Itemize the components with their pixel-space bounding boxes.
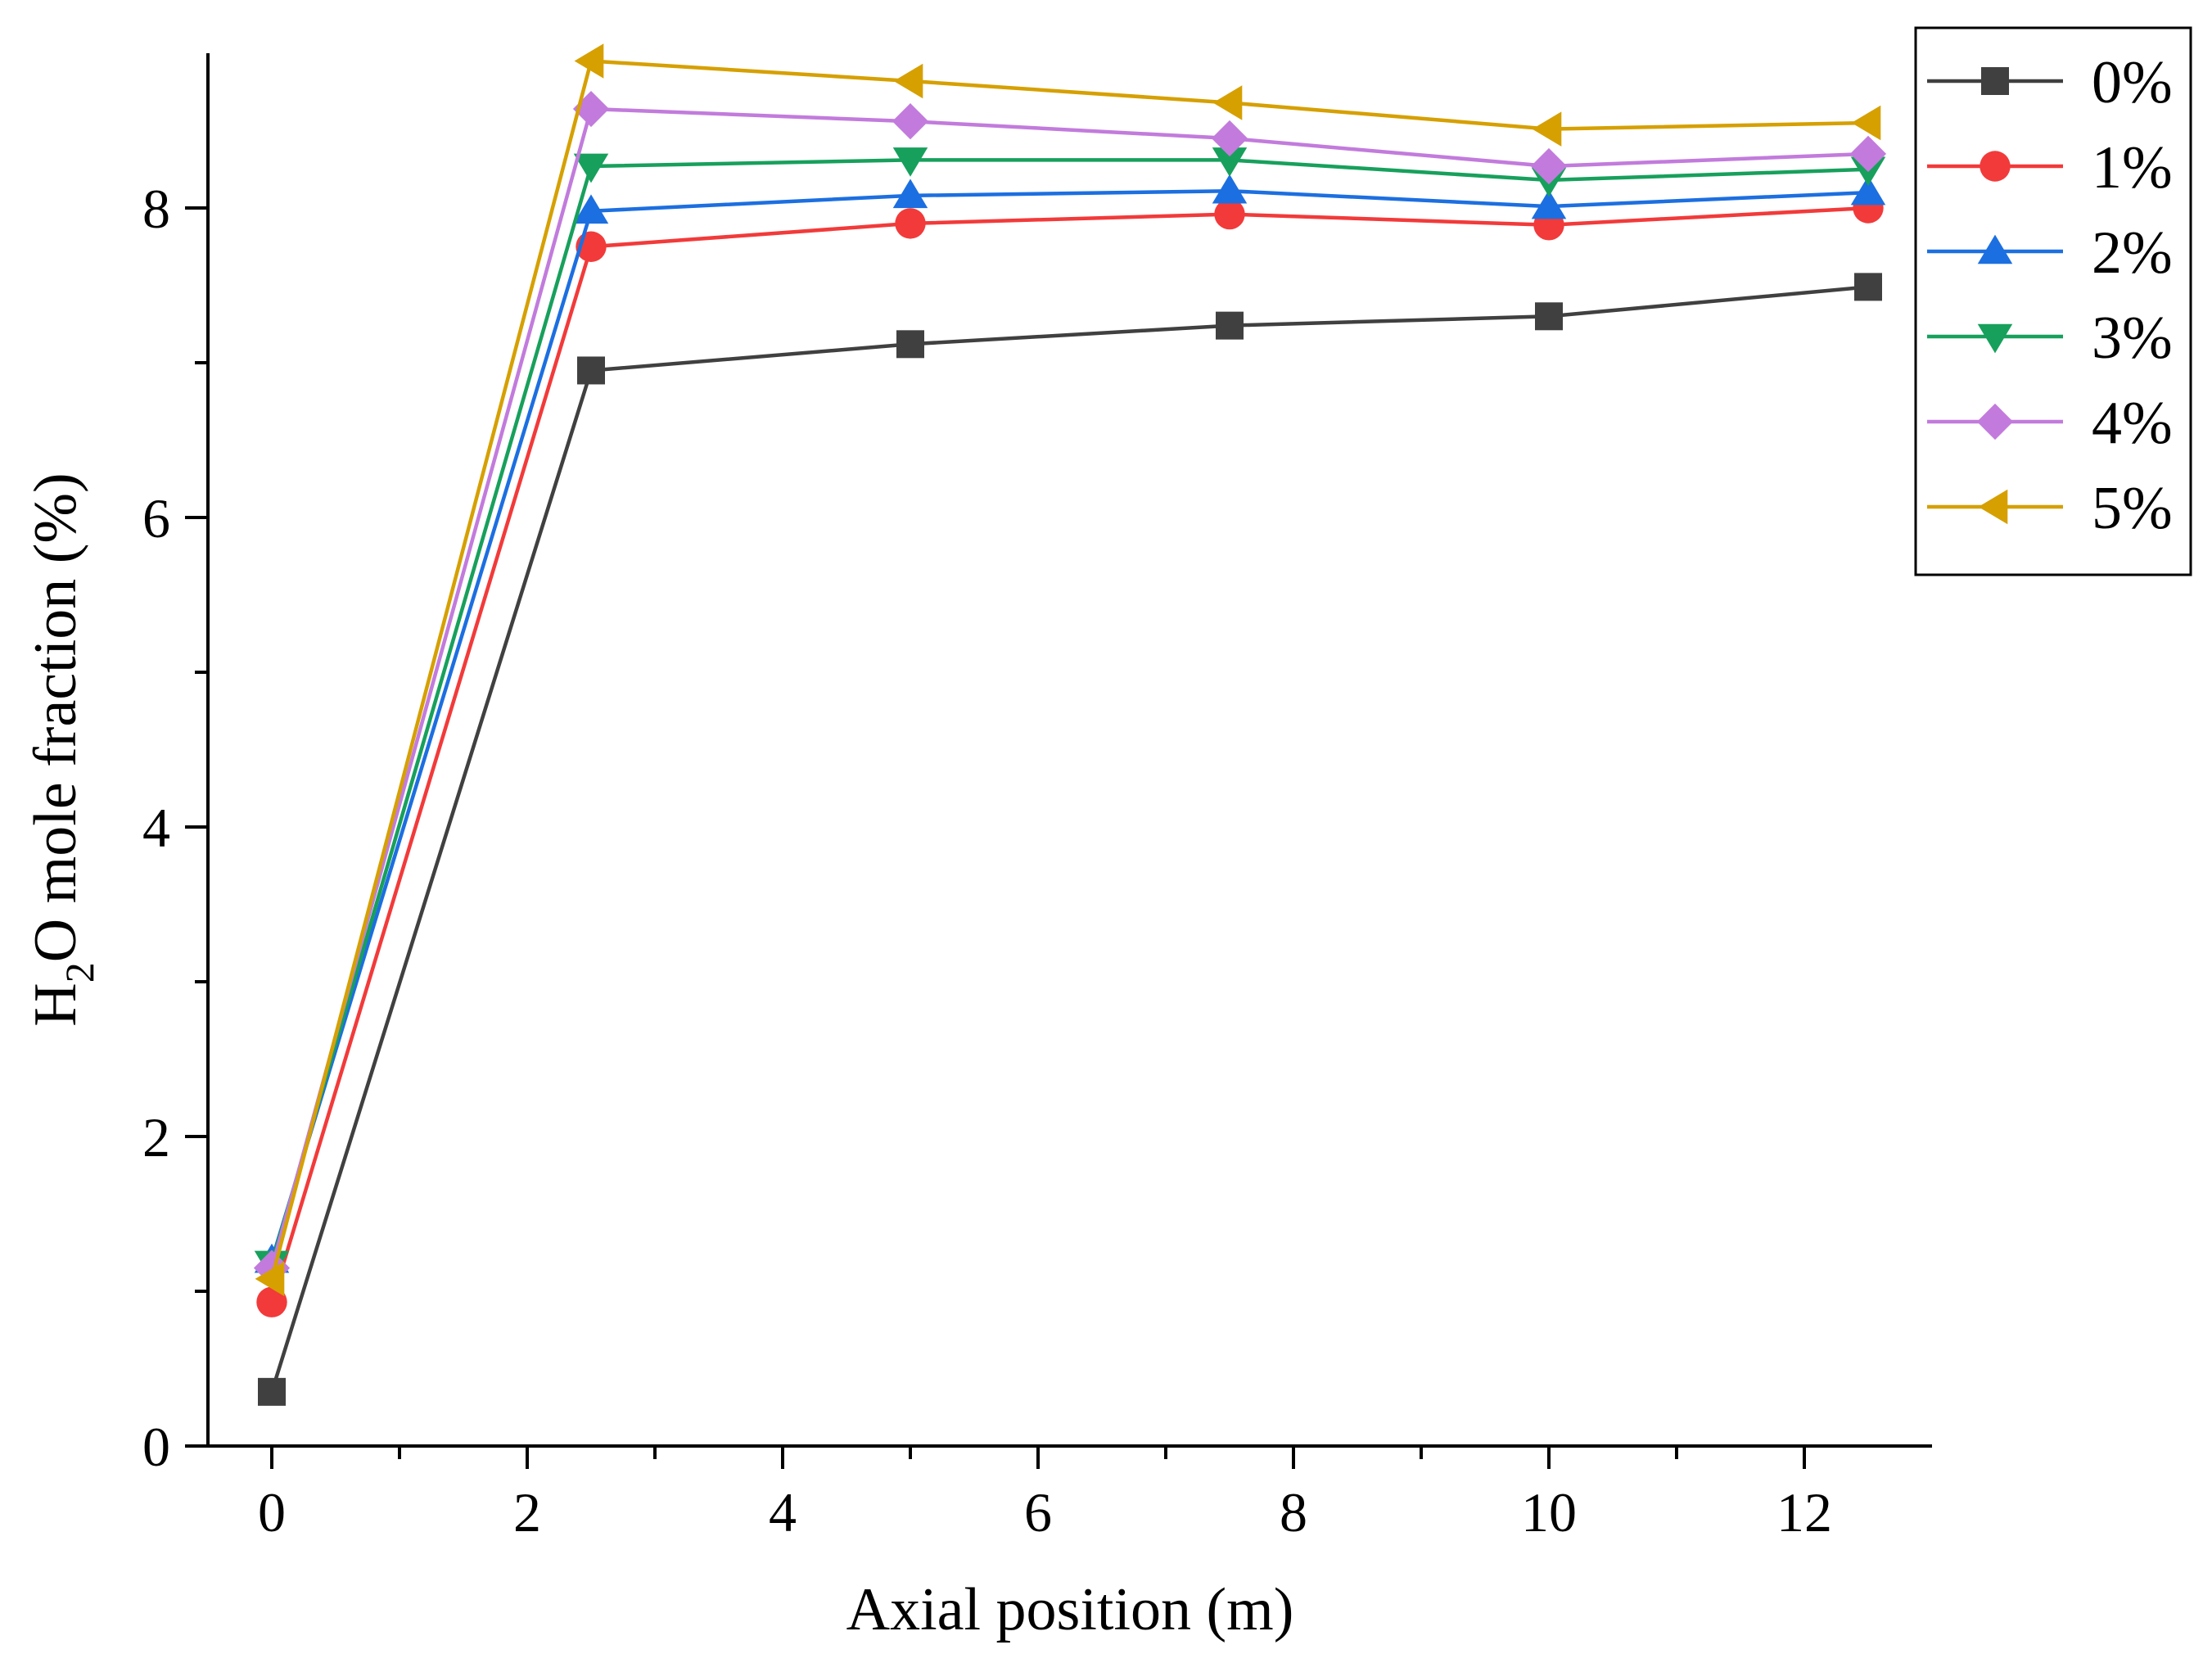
legend-marker [1977,234,2013,264]
data-point [574,43,604,79]
legend-label: 1% [2092,134,2173,201]
data-point [895,208,926,239]
x-tick-label: 2 [513,1481,541,1543]
legend-marker [1980,151,2011,182]
y-tick-label: 2 [142,1106,170,1168]
data-point [1851,105,1881,141]
legend-label: 2% [2092,219,2173,287]
legend-label: 0% [2092,49,2173,116]
legend-item: 3% [1927,305,2173,372]
legend-item: 2% [1927,219,2173,287]
series-line [269,158,1869,1264]
series-1 [256,192,1884,1317]
data-point [1212,174,1248,204]
data-point [1535,302,1563,331]
y-axis-title-suffix: O mole fraction (%) [22,472,89,962]
series-2 [254,174,1886,1273]
data-point [255,1261,285,1297]
series-4 [253,90,1887,1286]
data-point [1212,147,1248,177]
series-line [269,106,1869,1269]
legend-marker [1981,67,2009,95]
legend-label: 4% [2092,390,2173,457]
x-tick-label: 0 [258,1481,286,1543]
data-point [1849,135,1887,172]
data-point [577,356,605,385]
data-point [892,103,929,140]
data-point [1532,111,1562,147]
data-point [573,153,609,183]
x-tick-label: 10 [1521,1481,1577,1543]
y-axis-title-prefix: H [22,983,89,1026]
series-line [269,206,1869,1303]
series-0 [258,273,1882,1406]
legend-box [1914,26,2192,576]
x-tick-label: 4 [769,1481,797,1543]
legend-marker [1978,489,2008,525]
data-point [1850,175,1886,206]
data-point [1212,85,1243,120]
y-tick-label: 4 [142,797,170,859]
legend-marker [1976,403,2014,441]
x-axis-title: Axial position (m) [846,1576,1294,1643]
data-point [573,194,609,224]
legend-item: 5% [1927,475,2173,542]
data-point [892,178,928,209]
legend-marker [1977,323,2013,354]
legend: 0% 1% 2% 3% 4% 5% [1914,26,2192,576]
data-point [893,63,923,99]
series-5 [255,43,1881,1297]
series-line [269,59,1869,1280]
x-tick-label: 12 [1776,1481,1832,1543]
data-point [1216,311,1244,340]
data-point [1214,198,1245,230]
legend-item: 4% [1927,390,2173,457]
data-point [1854,273,1882,301]
y-axis-title-text: H2O mole fraction (%) [22,472,102,1026]
data-point [256,1286,287,1317]
series-line [269,285,1869,1393]
legend-label: 5% [2092,475,2173,542]
series-line [269,188,1869,1261]
x-tick-label: 8 [1280,1481,1307,1543]
y-tick-label: 0 [142,1416,170,1478]
x-tick-label: 6 [1024,1481,1052,1543]
data-point [892,147,928,177]
data-point [1211,120,1248,157]
y-axis-title-subscript: 2 [56,962,102,983]
legend-item: 1% [1927,134,2173,201]
y-axis-title: H2O mole fraction (%) [22,472,102,1026]
data-point [1531,189,1567,219]
axes [185,53,1932,1469]
data-point [258,1377,286,1406]
y-tick-label: 6 [142,487,170,549]
legend-label: 3% [2092,305,2173,372]
y-tick-label: 8 [142,178,170,240]
series-3 [254,147,1886,1281]
legend-item: 0% [1927,49,2173,116]
plot-area [253,43,1887,1406]
data-point [1530,147,1568,185]
data-point [896,330,924,359]
